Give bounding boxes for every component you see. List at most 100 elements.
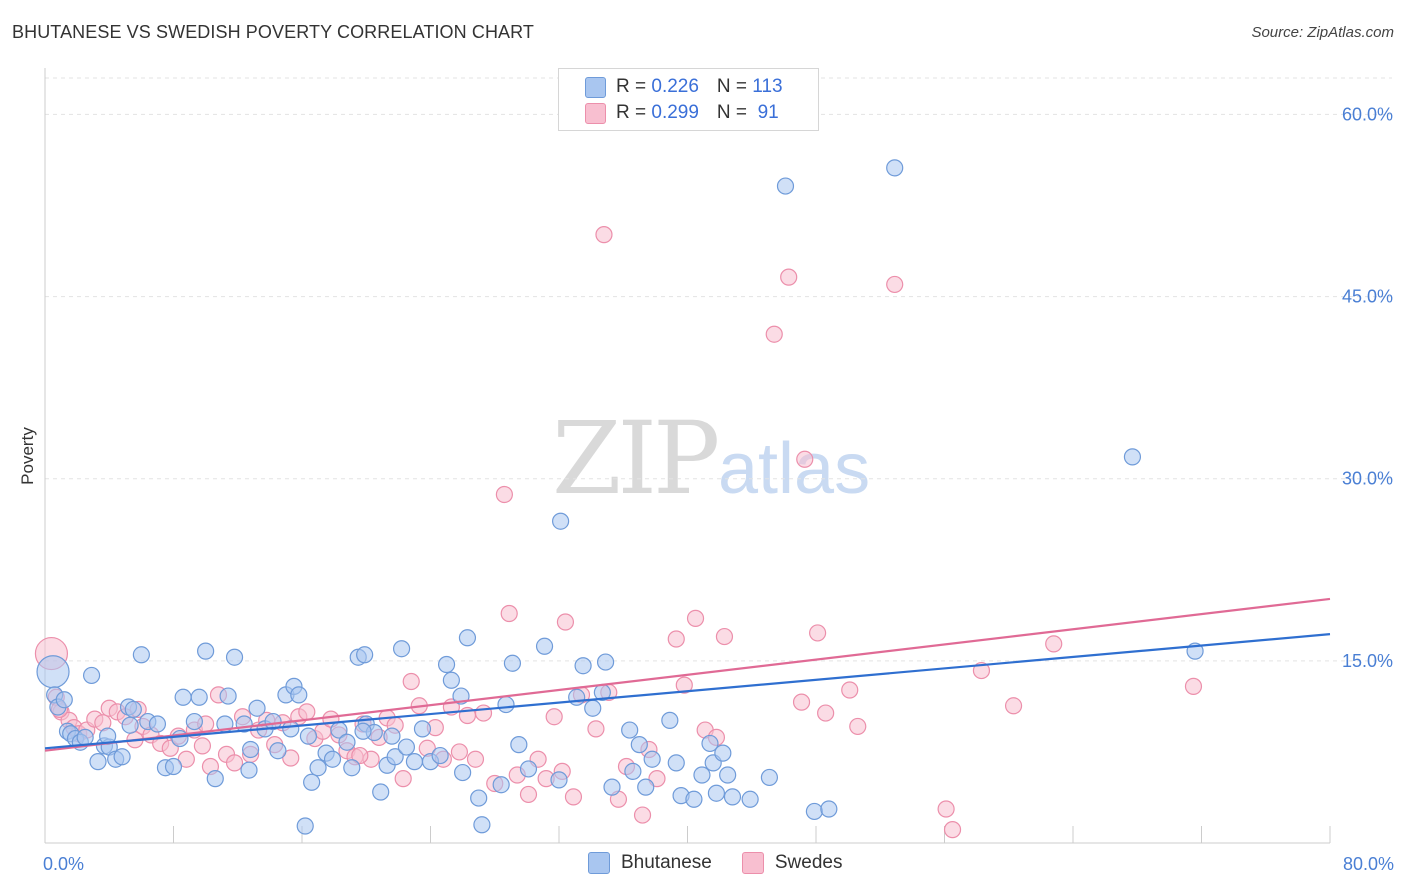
bhutanese-point [82,666,101,685]
bhutanese-point [693,766,711,784]
bhutanese-point [550,771,568,789]
bhutanese-point [1123,448,1142,466]
swedes-point [937,800,955,818]
legend-n-value: 113 [752,76,783,97]
bhutanese-point [303,773,321,791]
swedes-point [402,672,420,691]
grid-lines [45,77,1392,662]
legend-row-bhutanese: R = 0.226 N = 113 [585,75,783,99]
swedes-point [587,720,605,738]
bhutanese-point [338,733,356,751]
swedes-point [715,627,734,646]
bhutanese-point [164,757,183,776]
y-tick-label: 45.0% [1342,287,1393,307]
bhutanese-point [392,640,411,658]
swedes-point [282,749,300,767]
swedes-swatch [741,852,764,874]
bhutanese-point [458,629,477,647]
bhutanese-point [185,712,203,731]
bhutanese-point [242,740,260,759]
bhutanese-point [568,688,586,706]
trend-lines [44,597,1331,752]
bhutanese-point [437,655,456,674]
swedes-point [1004,697,1023,715]
y-tick-label: 30.0% [1342,469,1393,489]
bhutanese-point [240,761,258,779]
swedes-swatch [585,102,606,124]
bhutanese-point [442,671,460,689]
swedes-point [450,743,469,761]
bhutanese-swatch [588,852,610,874]
bhutanese-point [596,653,615,671]
swedes-trend-line [44,597,1331,752]
legend-n-label: N = [716,102,753,123]
bhutanese-point [637,778,655,796]
bhutanese-point [148,715,167,733]
bhutanese-point [383,727,401,745]
bhutanese-point [397,738,416,756]
tick-labels: 15.0% 30.0% 45.0% 60.0% 0.0% 80.0% [43,104,1394,874]
bhutanese-point [519,760,538,778]
bhutanese-point [248,699,266,717]
bhutanese-point [121,716,139,734]
bhutanese-point [685,790,703,808]
swedes-point [675,676,693,694]
bhutanese-point [535,637,554,655]
bhutanese-point [820,800,838,818]
y-tick-label: 60.0% [1342,104,1393,124]
bhutanese-point [171,729,189,748]
legend-item-bhutanese[interactable]: Bhutanese [588,852,712,874]
bhutanese-point [132,646,150,664]
bhutanese-points [36,159,1204,835]
bhutanese-point [510,736,528,754]
swedes-point [667,630,685,648]
swedes-point [1045,635,1063,653]
swedes-point [177,750,195,768]
bhutanese-point [760,768,779,787]
bhutanese-point [643,750,661,768]
series-legend: Bhutanese Swedes [588,852,872,874]
swedes-point [765,325,783,343]
watermark-atlas: atlas [718,429,871,509]
bhutanese-swatch [585,76,606,98]
swedes-point [466,750,485,768]
y-axis-label: Poverty [18,427,37,485]
watermark-zip: ZIP [552,400,720,517]
bhutanese-point [206,770,224,788]
bhutanese-point [323,750,342,768]
bhutanese-point [719,766,737,784]
legend-r-label: R = [616,76,652,97]
bhutanese-point [552,512,570,530]
swedes-point [225,754,244,772]
bhutanese-point [356,646,374,664]
bhutanese-point [503,654,522,672]
swedes-point [193,737,212,755]
bhutanese-point [124,700,142,719]
bhutanese-point [372,783,390,801]
bhutanese-point [584,699,602,717]
swedes-point [595,226,613,244]
y-tick-label: 15.0% [1342,651,1393,671]
bhutanese-point [497,695,515,714]
bhutanese-point [492,776,510,794]
bhutanese-point [661,711,679,729]
swedes-points [34,226,1203,839]
swedes-point [1184,677,1203,695]
bhutanese-point [386,748,404,766]
bhutanese-point [197,642,215,660]
legend-bhutanese-label: Bhutanese [621,852,712,873]
bhutanese-point [264,712,282,731]
bhutanese-point [776,177,795,195]
swedes-point [849,717,867,736]
swedes-point [519,785,538,804]
legend-item-swedes[interactable]: Swedes [741,852,842,874]
axes [44,68,1331,844]
swedes-point [633,806,652,824]
bhutanese-point [190,688,208,706]
swedes-point [545,708,563,726]
legend-row-swedes: R = 0.299 N = 91 [585,101,779,125]
bhutanese-point [470,789,488,807]
bhutanese-point [113,748,131,766]
legend-n-value: 91 [752,102,779,123]
